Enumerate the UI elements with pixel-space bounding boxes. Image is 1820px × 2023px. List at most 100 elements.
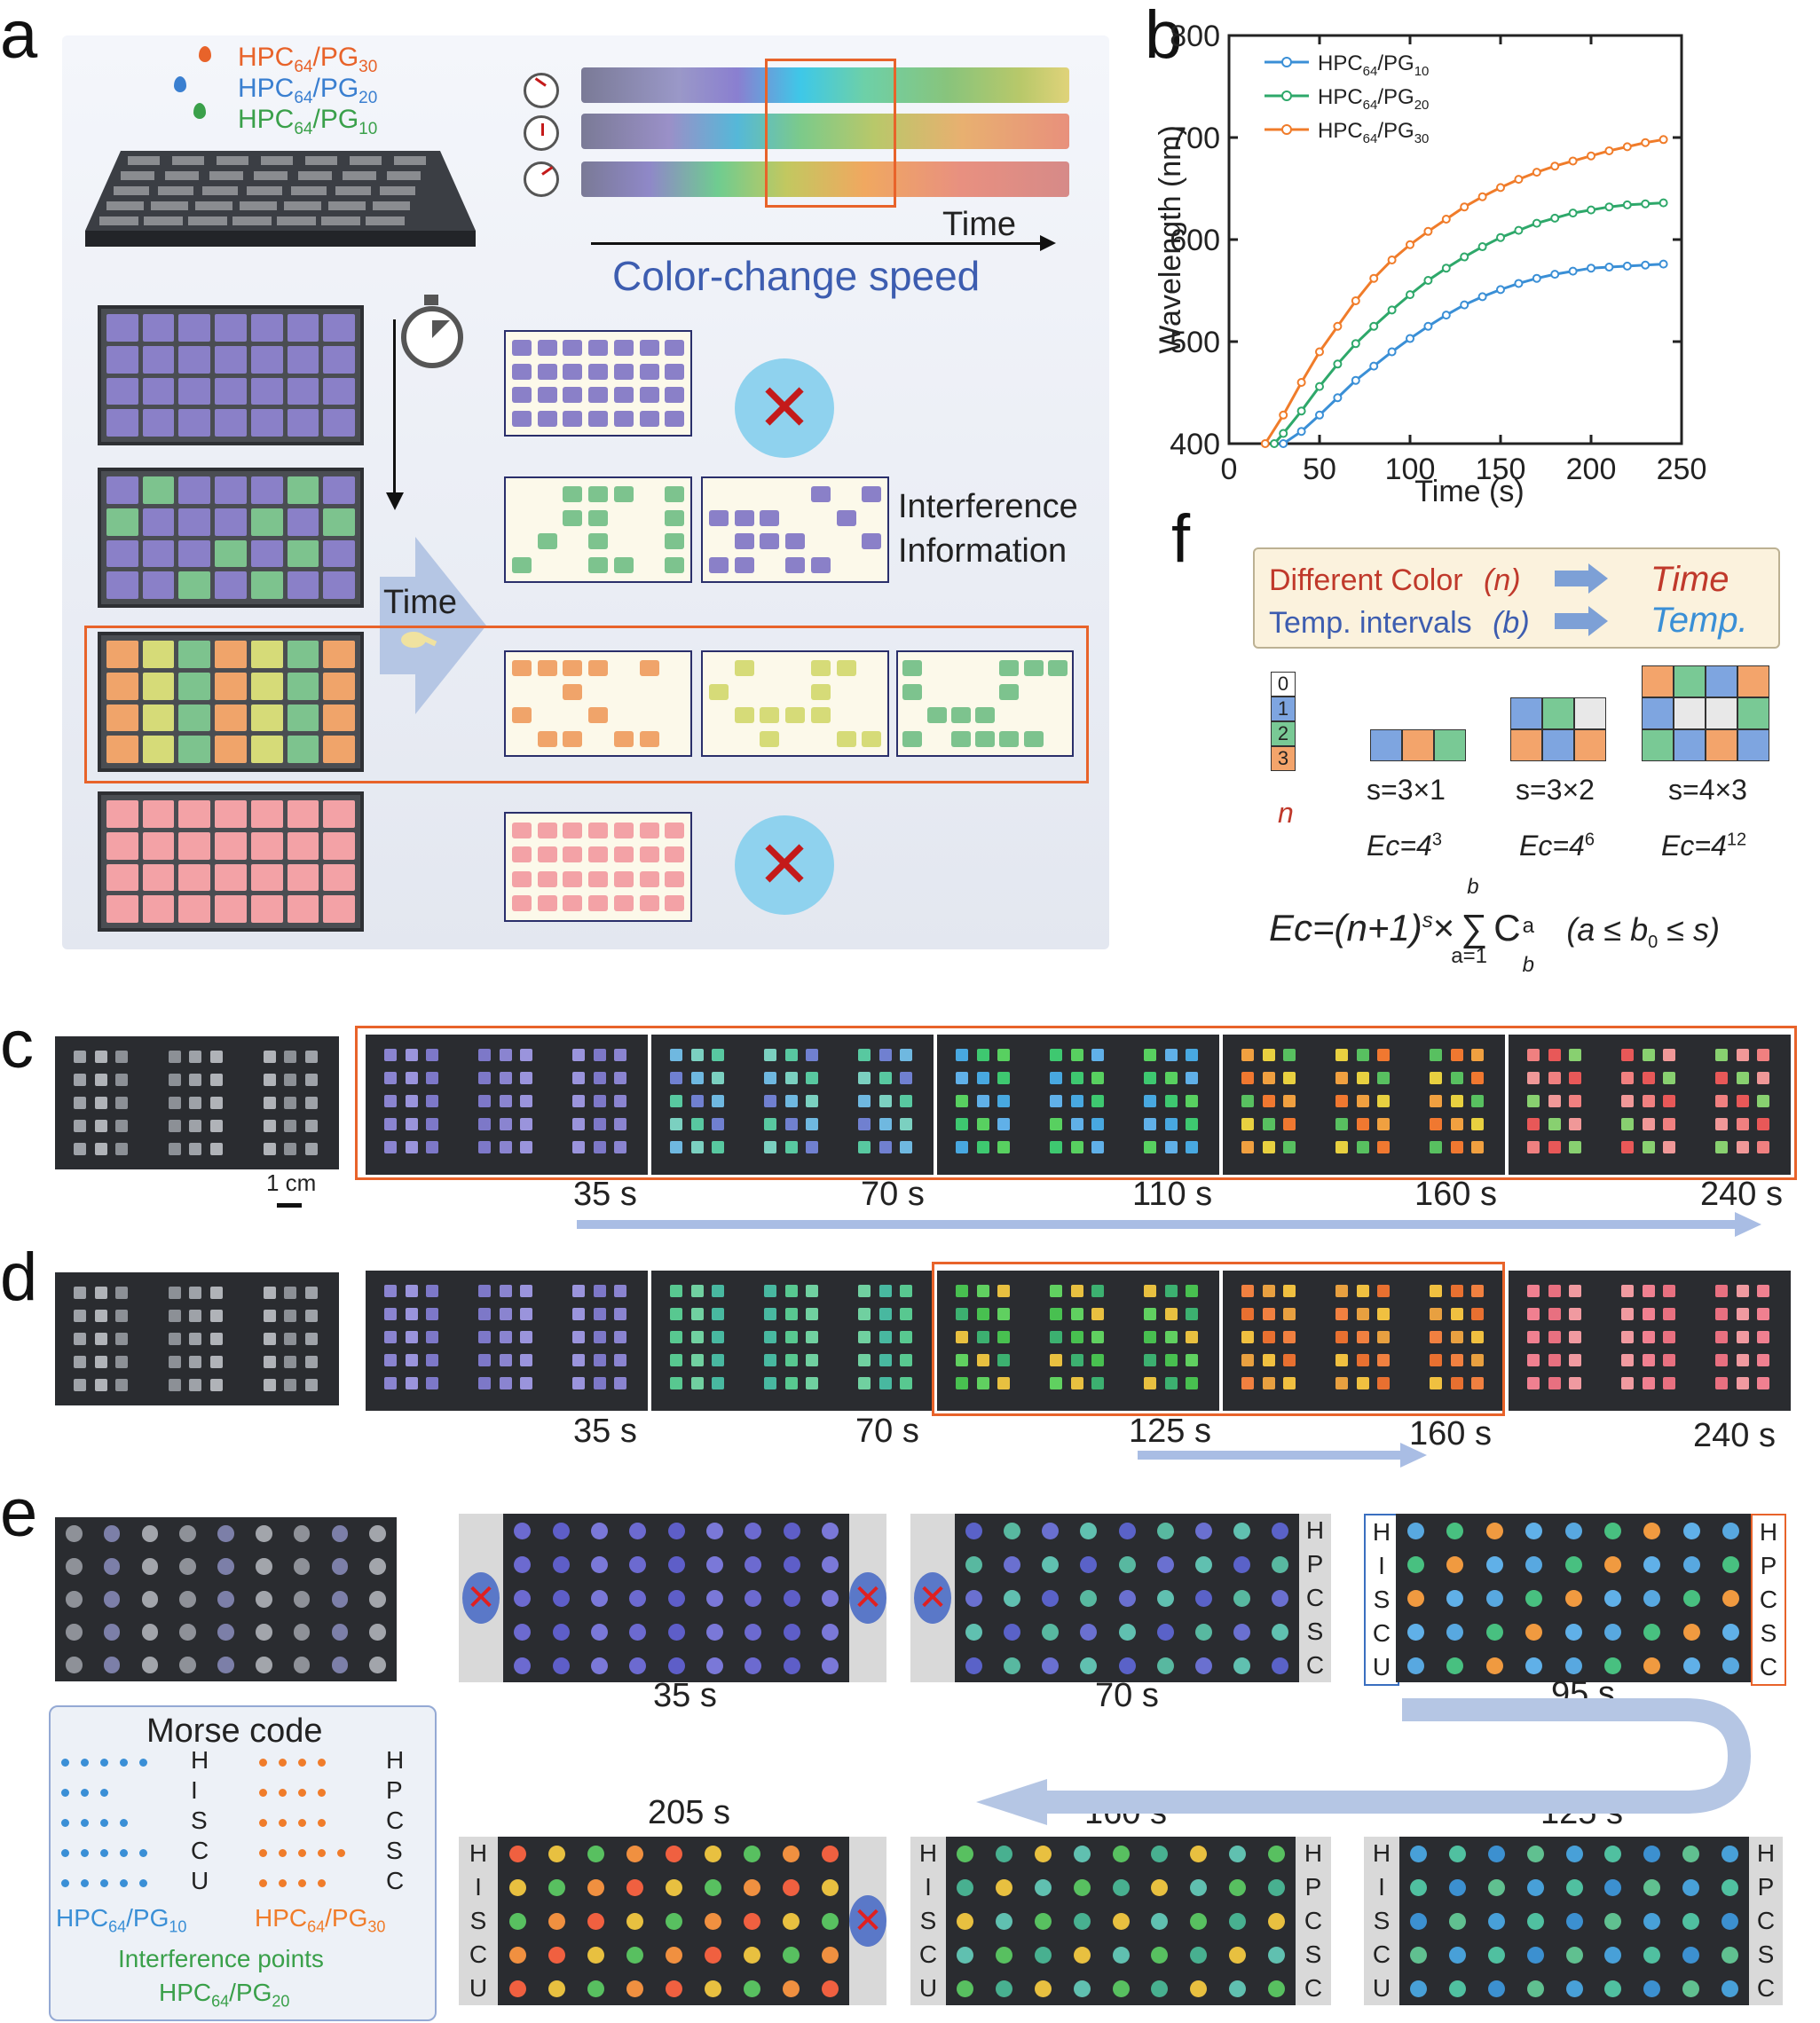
card-dot xyxy=(511,870,532,887)
photo-cell xyxy=(478,1072,492,1084)
photo-dot xyxy=(514,1522,532,1539)
photo-cell xyxy=(1662,1354,1675,1366)
photo-dot xyxy=(590,1522,608,1539)
photo-dot xyxy=(1156,1555,1174,1573)
photo-cell xyxy=(1091,1377,1104,1389)
series-point xyxy=(1622,142,1632,152)
photo-dot xyxy=(66,1591,83,1608)
case3-cell xyxy=(1642,729,1674,761)
photo-cell xyxy=(519,1331,532,1343)
photo-dot xyxy=(1485,1589,1503,1607)
board-cell xyxy=(287,377,319,405)
photo-cell xyxy=(1144,1285,1157,1297)
photo-cell xyxy=(1164,1331,1178,1343)
photo-cell xyxy=(690,1118,704,1130)
card-dot xyxy=(902,683,923,700)
time-arrow xyxy=(591,242,1044,245)
photo-dot xyxy=(1565,1980,1583,1997)
photo-cell xyxy=(976,1072,989,1084)
photo-cell xyxy=(1185,1095,1198,1107)
photo-cell xyxy=(209,1120,223,1132)
board-cell xyxy=(178,831,211,860)
side-letter: H xyxy=(1756,1839,1776,1867)
photo-cell xyxy=(572,1141,586,1153)
photo-dot xyxy=(1267,1946,1285,1964)
card-dot xyxy=(588,485,608,502)
photo-cell xyxy=(1335,1095,1349,1107)
photo-dot xyxy=(1080,1623,1098,1641)
photo-dot xyxy=(1721,1946,1738,1964)
photo-dot xyxy=(141,1591,159,1608)
photo-dot xyxy=(1721,1878,1738,1896)
photo-dot xyxy=(1604,1980,1622,1997)
photo-dot xyxy=(1722,1623,1740,1641)
photo-cell xyxy=(976,1049,989,1061)
photo-cell xyxy=(1185,1141,1198,1153)
board-cell xyxy=(250,476,283,504)
side-letter: H xyxy=(1372,1839,1391,1867)
photo-dot xyxy=(1228,1980,1246,1997)
photo-cell xyxy=(956,1331,969,1343)
board-cell xyxy=(142,314,175,342)
photo-cell xyxy=(189,1097,202,1109)
photo-cell xyxy=(1335,1072,1349,1084)
photo-cell xyxy=(1470,1049,1484,1061)
board-cell xyxy=(323,314,355,342)
photo-cell xyxy=(878,1308,892,1320)
wavelength-chart: Wavelength (nm) Time (s) 0 50 100 150 200 250… xyxy=(1154,20,1706,508)
photo-cell xyxy=(1091,1049,1104,1061)
photo-cell xyxy=(1736,1118,1749,1130)
photo-dot xyxy=(590,1555,608,1573)
photo-dot xyxy=(141,1558,159,1575)
card-row3-yellow xyxy=(701,650,889,757)
series-point xyxy=(1351,296,1360,305)
card-row2-green xyxy=(504,476,692,583)
photo-cell xyxy=(784,1141,798,1153)
photo-cell xyxy=(1662,1331,1675,1343)
photo-cell xyxy=(1050,1354,1063,1366)
photo-cell xyxy=(593,1141,606,1153)
d-time-1: 35 s xyxy=(573,1413,637,1450)
board-cell xyxy=(215,736,247,763)
side-letter: S xyxy=(1760,1619,1777,1647)
c-time-2: 70 s xyxy=(861,1176,925,1213)
photo-cell xyxy=(519,1118,532,1130)
photo-cell xyxy=(1356,1049,1369,1061)
card-dot xyxy=(588,387,608,404)
photo-dot xyxy=(1151,1878,1169,1896)
photo-dot xyxy=(821,1980,839,1997)
photo-cell xyxy=(1282,1285,1296,1297)
photo-cell xyxy=(1736,1049,1749,1061)
photo-cell xyxy=(1756,1095,1769,1107)
photo-cell xyxy=(499,1072,512,1084)
photo-cell xyxy=(189,1120,202,1132)
e-35-left: ✕ xyxy=(459,1514,503,1682)
photo-dot xyxy=(1112,1912,1130,1930)
card-dot xyxy=(975,731,995,748)
photo-dot xyxy=(179,1558,196,1575)
morse-dot xyxy=(81,1819,89,1827)
board-cell xyxy=(215,377,247,405)
photo-cell xyxy=(956,1377,969,1389)
photo-dot xyxy=(369,1657,386,1673)
photo-dot xyxy=(745,1522,762,1539)
panel-label-d: d xyxy=(0,1240,38,1315)
photo-dot xyxy=(1156,1623,1174,1641)
board-cell xyxy=(250,539,283,568)
card-dot xyxy=(613,895,634,912)
photo-dot xyxy=(1446,1555,1464,1573)
morse-dot xyxy=(100,1789,108,1797)
photo-cell xyxy=(1715,1072,1729,1084)
tray-cell xyxy=(247,186,282,195)
photo-cell xyxy=(1050,1049,1063,1061)
photo-dot xyxy=(1112,1946,1130,1964)
card-dot xyxy=(639,411,659,428)
photo-cell xyxy=(878,1072,892,1084)
photo-cell xyxy=(1430,1072,1443,1084)
photo-cell xyxy=(1430,1141,1443,1153)
photo-dot xyxy=(1080,1589,1098,1607)
card-dot xyxy=(613,485,634,502)
panel-e-initial-photo xyxy=(55,1517,397,1681)
photo-cell xyxy=(1262,1095,1275,1107)
